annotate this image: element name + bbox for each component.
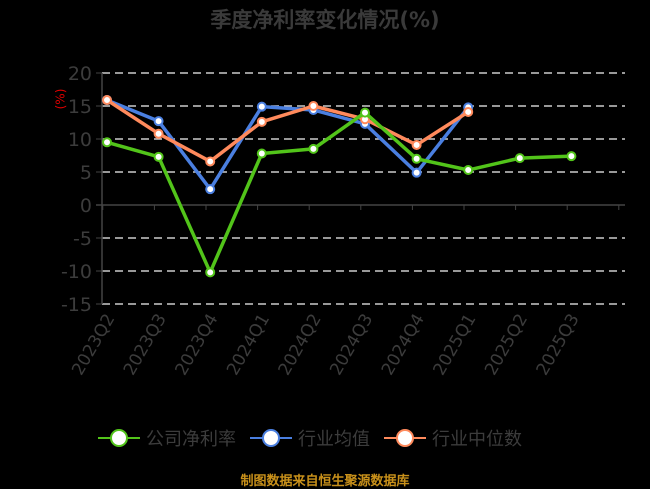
legend-item-company[interactable]: 公司净利率 [98, 425, 236, 451]
x-tick-label: 2024Q1 [223, 311, 274, 379]
data-point [102, 137, 112, 148]
data-source-note: 制图数据来自恒生聚源数据库 [240, 474, 410, 489]
y-tick-label: -5 [73, 228, 92, 250]
series-industry-average-line [106, 98, 470, 191]
data-point [205, 156, 216, 167]
series-industry-median-line [106, 98, 470, 164]
x-tick-label: 2025Q3 [533, 311, 584, 379]
y-tick-label: 15 [68, 96, 92, 118]
x-tick-label: 2024Q3 [326, 311, 377, 379]
series-company-net-margin-line [106, 110, 572, 275]
data-point [411, 139, 422, 150]
data-point [514, 153, 525, 164]
data-point [256, 148, 267, 159]
chart-legend: 公司净利率 行业均值 行业中位数 [98, 425, 522, 451]
legend-marker-icon [250, 429, 292, 447]
y-tick-label: 10 [68, 129, 92, 151]
legend-marker-icon [98, 429, 140, 447]
y-tick-label: -15 [61, 294, 92, 316]
y-tick-label: 20 [68, 63, 92, 85]
legend-marker-icon [384, 429, 426, 447]
x-tick-label: 2023Q2 [68, 311, 119, 379]
data-point [308, 143, 319, 154]
y-tick-label: 5 [80, 162, 92, 184]
legend-label: 公司净利率 [146, 429, 236, 450]
data-point [463, 165, 474, 176]
data-point [566, 151, 577, 162]
data-point [153, 116, 164, 127]
chart-title: 季度净利率变化情况(%) [210, 8, 440, 32]
data-point [411, 153, 422, 164]
x-tick-label: 2023Q4 [171, 311, 222, 379]
legend-item-industry-avg[interactable]: 行业均值 [250, 425, 370, 451]
y-tick-label: -10 [61, 261, 92, 283]
data-point [411, 167, 422, 178]
y-tick-label: 0 [80, 195, 92, 217]
data-point [205, 267, 216, 278]
data-point [308, 101, 319, 111]
data-point [256, 101, 267, 112]
data-point [153, 128, 164, 139]
x-tick-label: 2024Q4 [378, 311, 429, 379]
data-point [102, 95, 112, 106]
x-tick-label: 2025Q2 [481, 311, 532, 379]
data-point [360, 107, 370, 118]
legend-label: 行业中位数 [432, 429, 522, 450]
legend-label: 行业均值 [298, 429, 370, 450]
x-tick-label: 2024Q2 [275, 311, 326, 379]
data-point [256, 116, 267, 127]
x-tick-label: 2023Q3 [120, 311, 171, 379]
data-point [205, 184, 216, 195]
x-tick-label: 2025Q1 [429, 311, 480, 379]
data-point [463, 106, 474, 117]
data-point [153, 151, 164, 162]
legend-item-industry-median[interactable]: 行业中位数 [384, 425, 522, 451]
